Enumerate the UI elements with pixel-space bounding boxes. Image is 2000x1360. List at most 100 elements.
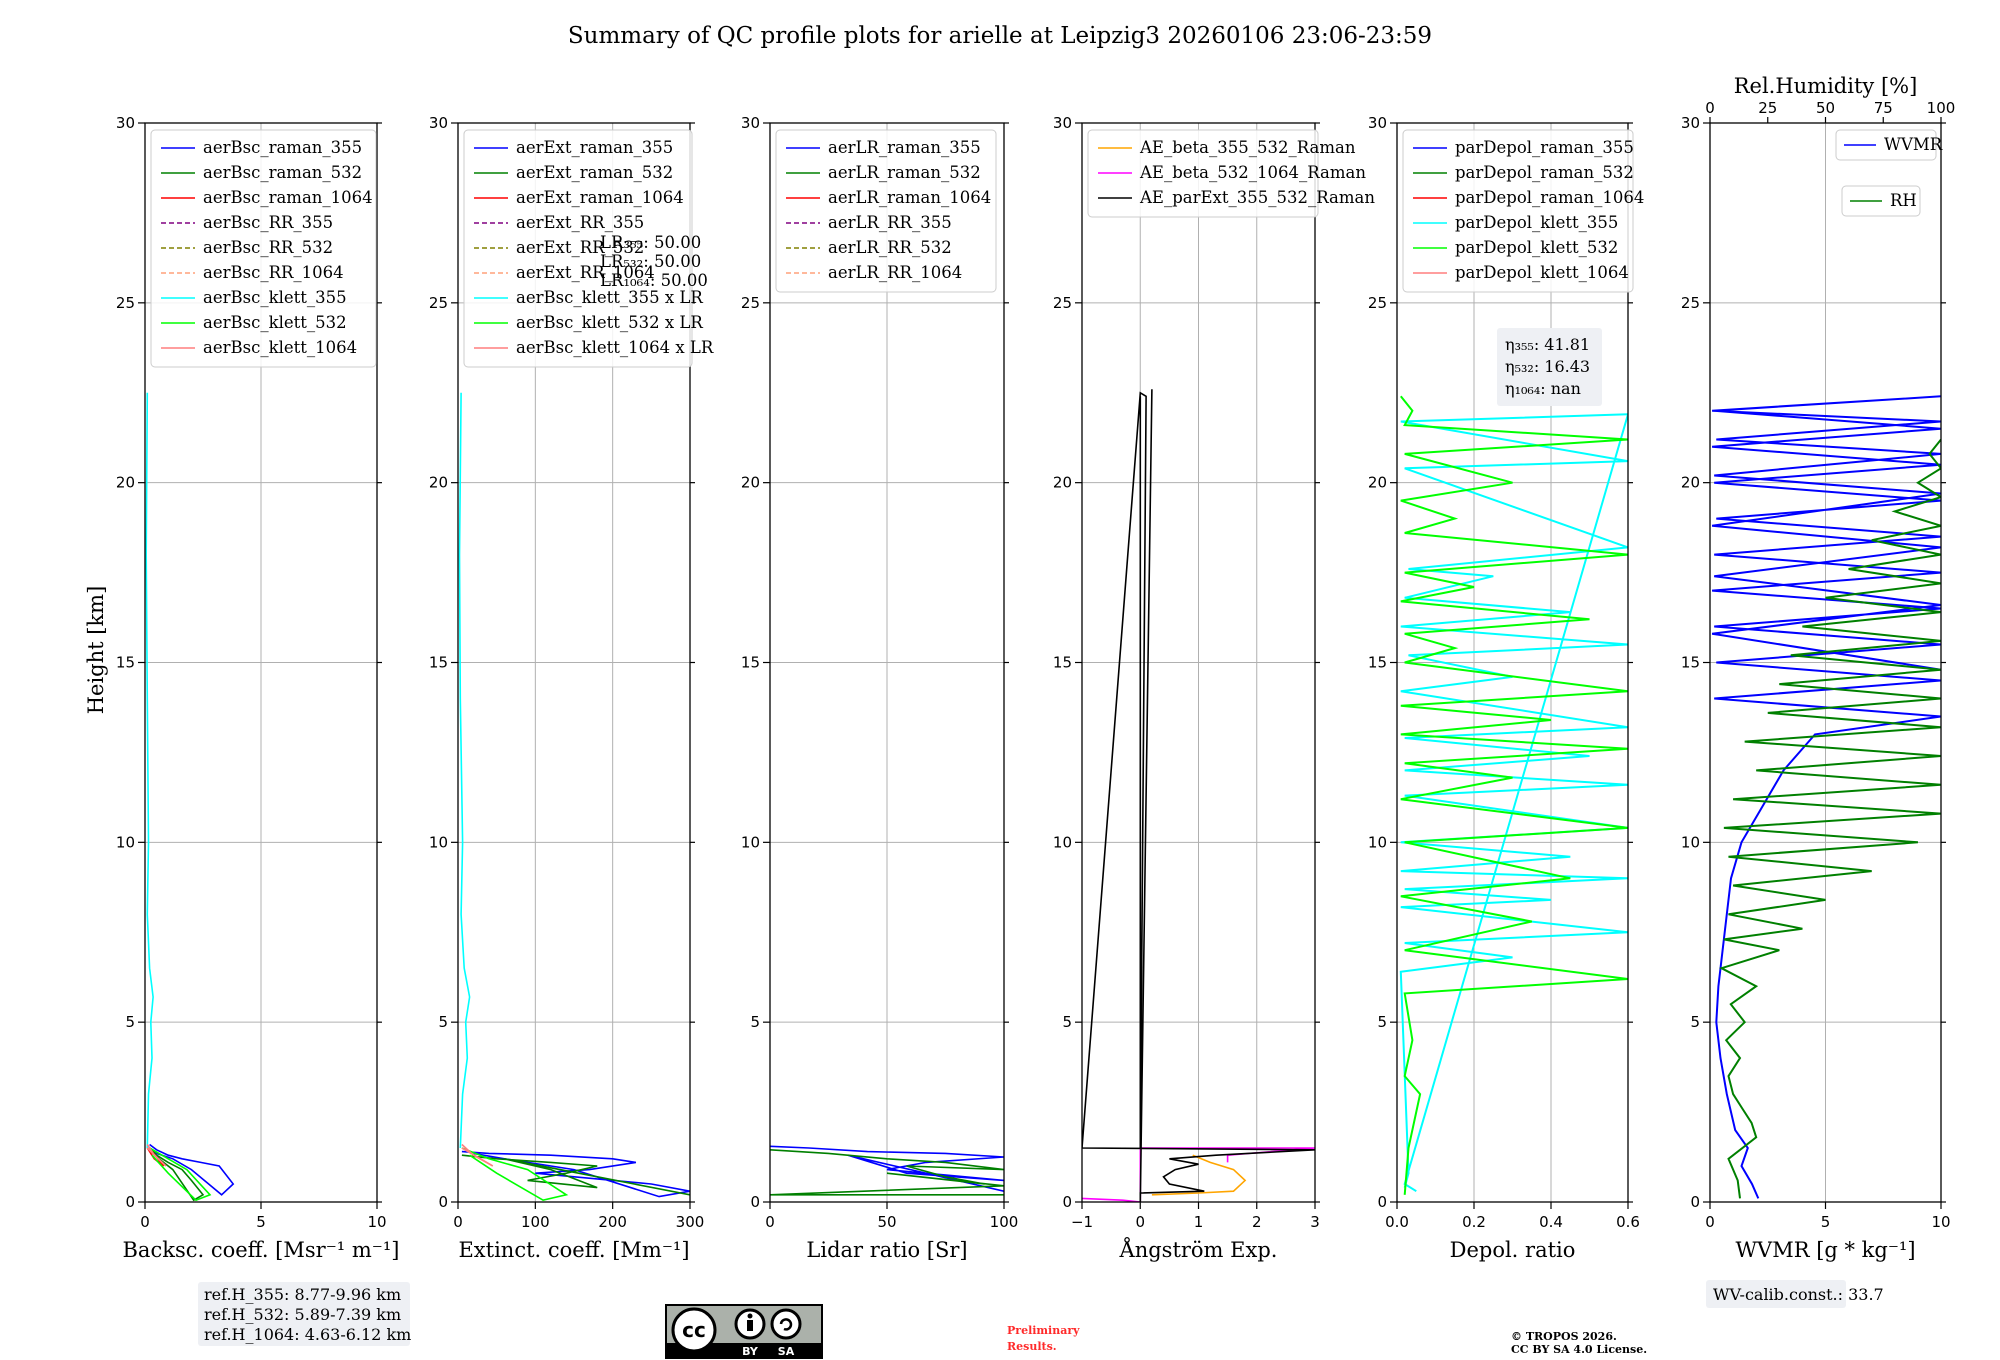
- cc-label: cc: [682, 1318, 706, 1342]
- legend-label: aerLR_RR_1064: [828, 263, 962, 282]
- x-tick-label: 5: [256, 1213, 266, 1231]
- legend-label: aerLR_RR_355: [828, 213, 952, 232]
- series-line: [770, 1149, 1004, 1196]
- y-tick-label: 25: [1368, 294, 1387, 312]
- legend-label: AE_beta_532_1064_Raman: [1139, 163, 1366, 182]
- copyright-line-2: CC BY SA 4.0 License.: [1511, 1343, 1647, 1356]
- legend-label: aerLR_raman_1064: [828, 188, 991, 207]
- eta-label: η₁₀₆₄: nan: [1505, 379, 1581, 398]
- series-line: [458, 392, 471, 1149]
- x-tick-label: 200: [598, 1213, 627, 1231]
- sa-icon: [770, 1308, 802, 1340]
- y-tick-label: 10: [116, 833, 135, 851]
- top-x-tick-label: 50: [1816, 99, 1835, 117]
- series-group: [770, 1145, 1004, 1196]
- x-tick-label: 1: [1194, 1213, 1204, 1231]
- x-tick-label: 100: [521, 1213, 550, 1231]
- legend-label: aerExt_raman_355: [516, 138, 673, 157]
- y-tick-label: 25: [1681, 294, 1700, 312]
- sa-label: SA: [778, 1345, 795, 1358]
- top-x-tick-label: 75: [1874, 99, 1893, 117]
- x-axis-label: Extinct. coeff. [Mm⁻¹]: [458, 1238, 689, 1262]
- y-tick-label: 0: [1377, 1193, 1387, 1211]
- y-tick-label: 20: [1368, 474, 1387, 492]
- x-axis-label: Depol. ratio: [1450, 1238, 1576, 1262]
- legend-label: aerBsc_raman_532: [203, 163, 362, 182]
- x-axis-label: Ångström Exp.: [1119, 1237, 1278, 1262]
- legend-label: aerBsc_klett_355: [203, 288, 347, 307]
- x-tick-label: 0.2: [1462, 1213, 1486, 1231]
- series-group: [145, 392, 235, 1202]
- axes-frame: [144, 122, 378, 1203]
- series-line: [1718, 438, 1941, 1199]
- x-axis-label: WVMR [g * kg⁻¹]: [1735, 1238, 1915, 1262]
- legend-label: aerExt_RR_1064: [516, 263, 655, 282]
- eta-label: η₅₃₂: 16.43: [1505, 357, 1590, 376]
- y-tick-label: 15: [429, 654, 448, 672]
- x-tick-label: 0: [765, 1213, 775, 1231]
- series-line: [461, 1154, 690, 1196]
- panel-bsc: 0 5 10 0 5 10 15 20 25 30 Backsc. coeff. [Msr⁻¹ m⁻…: [116, 114, 400, 1262]
- y-tick-label: 20: [741, 474, 760, 492]
- legend-label: AE_beta_355_532_Raman: [1139, 138, 1356, 157]
- legend-label: aerExt_RR_532: [516, 238, 644, 257]
- y-tick-label: 5: [750, 1013, 760, 1031]
- y-tick-label: 30: [741, 114, 760, 132]
- panel-lr: 0 50 100 0 5 10 15 20 25 30 Lidar ratio [Sr] aerLR_…: [741, 114, 1018, 1262]
- x-tick-label: 10: [1931, 1213, 1950, 1231]
- x-tick-label: 0: [1705, 1213, 1715, 1231]
- series-line: [461, 1150, 690, 1198]
- x-tick-label: 5: [1821, 1213, 1831, 1231]
- y-tick-label: 0: [750, 1193, 760, 1211]
- top-x-tick-label: 25: [1758, 99, 1777, 117]
- y-tick-label: 5: [125, 1013, 135, 1031]
- x-tick-label: 0: [453, 1213, 463, 1231]
- eta-label: η₃₅₅: 41.81: [1505, 335, 1590, 354]
- legend-label: parDepol_raman_1064: [1455, 188, 1644, 207]
- y-tick-label: 25: [741, 294, 760, 312]
- series-line: [149, 1147, 212, 1202]
- series-group: [458, 392, 690, 1202]
- legend-box: [775, 129, 997, 293]
- y-tick-label: 10: [1368, 833, 1387, 851]
- legend-label: aerBsc_RR_1064: [203, 263, 344, 282]
- legend-label: aerBsc_klett_532: [203, 313, 347, 332]
- legend-label: aerExt_RR_355: [516, 213, 644, 232]
- x-tick-label: 100: [990, 1213, 1019, 1231]
- y-tick-label: 15: [1681, 654, 1700, 672]
- y-tick-label: 25: [429, 294, 448, 312]
- x-tick-label: 0.4: [1539, 1213, 1563, 1231]
- y-tick-label: 10: [1053, 833, 1072, 851]
- x-tick-label: 0: [1135, 1213, 1145, 1231]
- top-x-tick-label: 0: [1705, 99, 1715, 117]
- y-tick-label: 30: [1053, 114, 1072, 132]
- top-x-tick-label: 100: [1927, 99, 1956, 117]
- y-axis-label: Height [km]: [84, 586, 108, 715]
- legend-label: aerBsc_raman_355: [203, 138, 362, 157]
- lidar-ratio-label: LR₁₀₆₄: 50.00: [600, 271, 708, 290]
- legend-label: aerBsc_raman_1064: [203, 188, 373, 207]
- legend-label: AE_parExt_355_532_Raman: [1139, 188, 1375, 207]
- series-line: [145, 392, 154, 1149]
- legend-label: aerBsc_klett_1064 x LR: [516, 338, 714, 357]
- eta-box: [1497, 328, 1602, 406]
- wv-calib-box: WV-calib.const.: 33.7: [1706, 1280, 1884, 1308]
- legend-label: parDepol_klett_532: [1455, 238, 1618, 257]
- legend-label: parDepol_klett_355: [1455, 213, 1618, 232]
- series-group: [1399, 395, 1628, 1195]
- legend-label: WVMR: [1884, 135, 1943, 154]
- y-tick-label: 0: [1690, 1193, 1700, 1211]
- preliminary-line-2: Results.: [1007, 1340, 1057, 1353]
- legend-box: [463, 129, 693, 368]
- ref-height-355: ref.H_355: 8.77-9.96 km: [204, 1285, 401, 1304]
- axes-frame: [769, 122, 1005, 1203]
- y-tick-label: 30: [1368, 114, 1387, 132]
- legend-label: parDepol_klett_1064: [1455, 263, 1629, 282]
- y-tick-label: 30: [429, 114, 448, 132]
- lidar-ratio-label: LR₃₅₅: 50.00: [600, 233, 701, 252]
- series-line: [146, 1144, 167, 1167]
- by-label: BY: [742, 1345, 759, 1358]
